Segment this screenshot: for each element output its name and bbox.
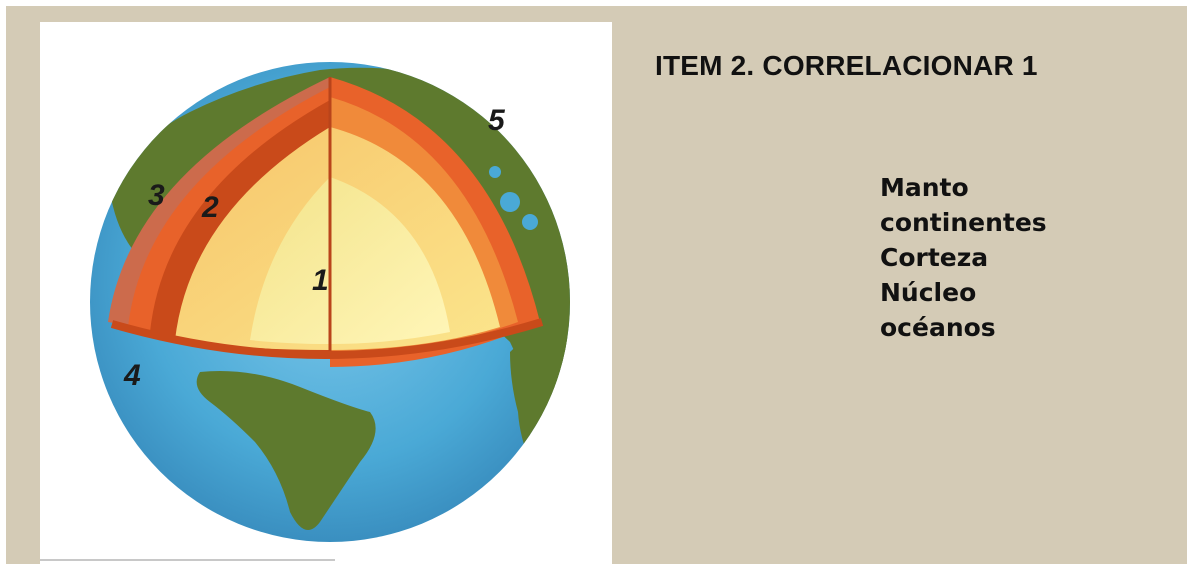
options-list: Manto continentes Corteza Núcleo océanos [880, 170, 1047, 345]
option-nucleo: Núcleo [880, 278, 977, 307]
slide-top-edge [0, 0, 1187, 6]
marker-2: 2 [201, 191, 219, 224]
option-corteza: Corteza [880, 243, 989, 272]
option-oceanos: océanos [880, 313, 996, 342]
earth-layers-diagram: 1 2 3 4 5 [40, 62, 570, 561]
ocean-patch-1 [500, 192, 520, 212]
marker-5: 5 [488, 104, 506, 137]
option-manto: Manto [880, 173, 969, 202]
continent-south-america [196, 371, 376, 530]
continent-east [510, 329, 570, 472]
ocean-patch-2 [522, 214, 538, 230]
item-title: ITEM 2. CORRELACIONAR 1 [655, 50, 1038, 81]
marker-1: 1 [312, 264, 329, 297]
slide-left-edge [0, 0, 6, 564]
ocean-patch-3 [489, 166, 501, 178]
earth-diagram-panel: 1 2 3 4 5 [40, 22, 612, 564]
marker-3: 3 [148, 179, 165, 212]
marker-4: 4 [123, 359, 141, 392]
option-continentes: continentes [880, 208, 1047, 237]
inner-core-layer [250, 177, 450, 344]
cut-bottom-rim [110, 318, 544, 359]
